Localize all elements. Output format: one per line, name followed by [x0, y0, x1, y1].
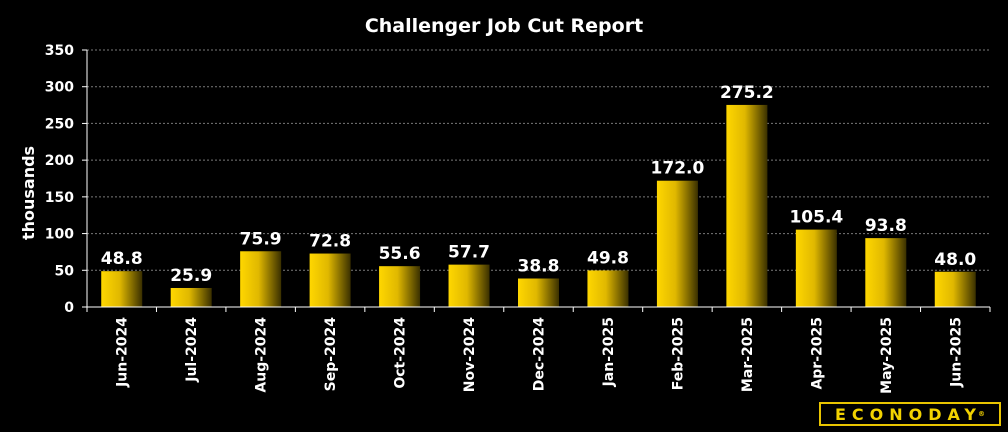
x-tick-label: Sep-2024	[323, 317, 339, 392]
bar	[240, 251, 282, 307]
data-label: 48.8	[101, 249, 143, 269]
bar	[587, 270, 629, 307]
x-tick-label: Oct-2024	[393, 317, 409, 389]
data-label: 38.8	[518, 257, 560, 277]
econoday-logo: ECONODAY ®	[819, 402, 1001, 426]
bar	[795, 229, 837, 307]
y-tick-label: 150	[45, 190, 74, 206]
data-label: 275.2	[720, 83, 774, 103]
data-label: 25.9	[170, 266, 212, 286]
bar	[865, 238, 907, 307]
x-tick-label: Jun-2025	[948, 317, 964, 388]
logo-text: ECONODAY	[835, 404, 982, 424]
data-label: 75.9	[240, 229, 282, 249]
bars	[101, 104, 976, 308]
data-label: 49.8	[587, 248, 629, 268]
data-label: 72.8	[309, 232, 351, 252]
bar	[101, 271, 143, 307]
y-tick-label: 200	[45, 153, 74, 169]
bar	[726, 104, 768, 308]
x-tick-label: Feb-2025	[670, 317, 686, 390]
x-tick-label: Dec-2024	[532, 317, 548, 391]
x-tick-label: Apr-2025	[809, 317, 825, 390]
bar	[448, 264, 490, 307]
y-tick-label: 300	[45, 80, 74, 96]
data-label: 93.8	[865, 216, 907, 236]
bar	[170, 287, 212, 307]
x-tick-label: Nov-2024	[462, 317, 478, 392]
y-axis-label: thousands	[19, 146, 38, 240]
data-label: 105.4	[789, 208, 843, 228]
chart-title: Challenger Job Cut Report	[365, 15, 643, 37]
data-label: 57.7	[448, 243, 490, 263]
data-labels: 48.8 25.9 75.9 72.8 55.6 57.7 38.8 49.8 172.0 275…	[101, 83, 977, 286]
x-tick-label: Aug-2024	[254, 317, 270, 393]
x-tick-label: Mar-2025	[740, 317, 756, 392]
gridlines	[87, 49, 990, 271]
bar	[518, 278, 559, 307]
data-label: 55.6	[379, 244, 421, 264]
data-label: 48.0	[934, 250, 976, 270]
x-tick-label: May-2025	[879, 317, 895, 394]
bar	[934, 271, 976, 307]
y-tick-label: 250	[45, 116, 74, 132]
bar	[309, 253, 351, 307]
bar	[656, 180, 698, 307]
y-tick-label: 0	[64, 300, 74, 316]
y-axis-ticks: 0 50 100 150 200 250 300 350	[45, 43, 87, 316]
data-label: 172.0	[651, 159, 705, 179]
y-tick-label: 100	[45, 227, 74, 243]
y-tick-label: 50	[55, 263, 75, 279]
x-tick-label: Jul-2024	[184, 317, 200, 383]
x-axis-ticks: Jun-2024 Jul-2024 Aug-2024 Sep-2024 Oct-2024…	[86, 307, 991, 394]
x-tick-label: Jan-2025	[601, 317, 617, 387]
x-tick-label: Jun-2024	[115, 317, 131, 388]
y-tick-label: 350	[45, 43, 74, 59]
bar	[379, 266, 421, 307]
